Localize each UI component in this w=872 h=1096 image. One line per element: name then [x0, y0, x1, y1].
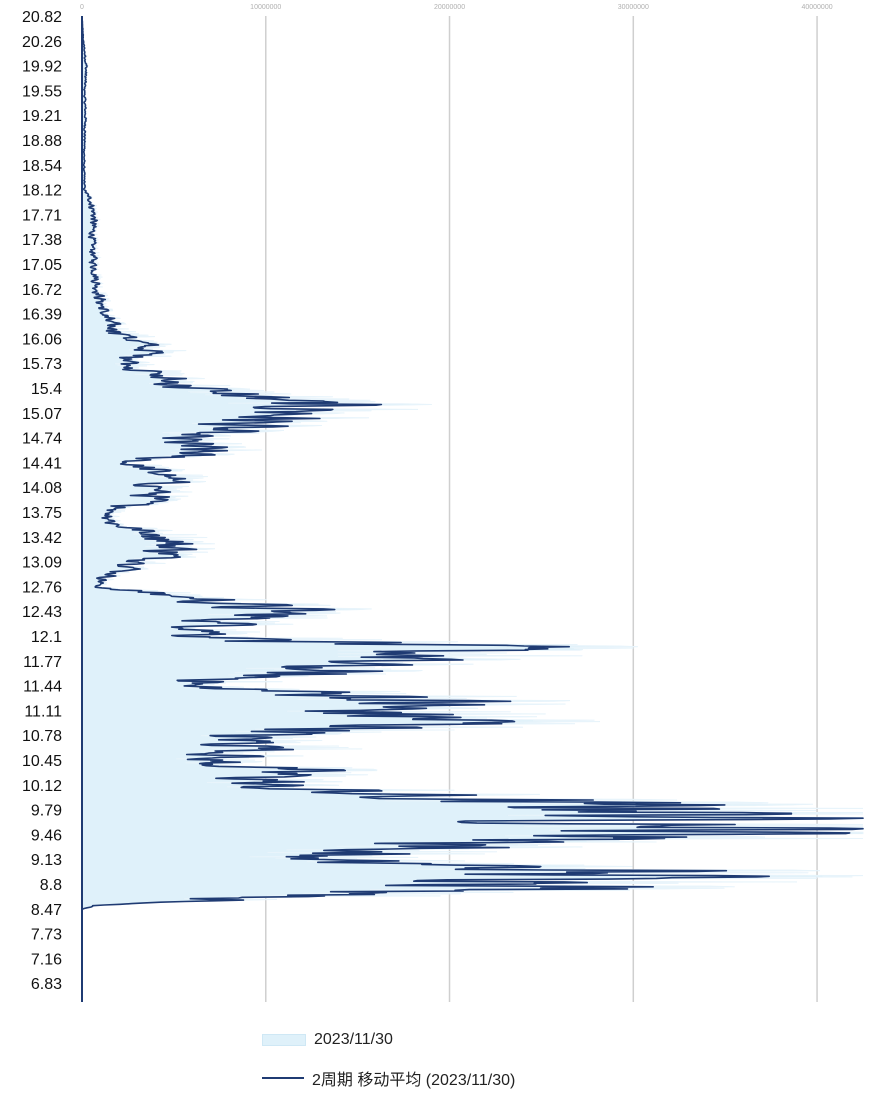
- y-tick-label: 8.47: [31, 902, 62, 919]
- moving-average-line: [81, 15, 864, 1002]
- legend-area-label: 2023/11/30: [314, 1031, 393, 1048]
- x-tick-label: 20000000: [434, 4, 465, 11]
- y-tick-label: 6.83: [31, 976, 62, 993]
- y-tick-label: 7.73: [31, 927, 62, 944]
- y-tick-label: 16.06: [22, 331, 62, 348]
- y-tick-label: 13.75: [22, 505, 62, 522]
- y-tick-label: 14.41: [22, 455, 62, 472]
- y-tick-labels: 20.82 20.26 19.92 19.55 19.21 18.88 18.54 18.12…: [22, 9, 62, 993]
- y-tick-label: 20.82: [22, 9, 62, 26]
- y-tick-label: 11.77: [23, 654, 62, 671]
- y-tick-label: 14.74: [22, 431, 62, 448]
- y-tick-label: 10.78: [22, 728, 62, 745]
- x-tick-label: 0: [80, 4, 84, 11]
- x-tick-label: 10000000: [250, 4, 281, 11]
- y-tick-label: 18.12: [22, 183, 62, 200]
- y-tick-label: 12.1: [31, 629, 62, 646]
- y-tick-label: 11.44: [23, 679, 62, 696]
- y-tick-label: 9.46: [31, 827, 62, 844]
- y-tick-label: 10.45: [22, 753, 62, 770]
- y-tick-label: 15.07: [22, 406, 62, 423]
- y-tick-label: 17.38: [22, 232, 62, 249]
- legend-line-swatch: [262, 1077, 304, 1079]
- y-tick-label: 9.13: [31, 852, 62, 869]
- y-tick-label: 20.26: [22, 34, 62, 51]
- y-tick-label: 18.88: [22, 133, 62, 150]
- y-tick-label: 13.09: [22, 555, 62, 572]
- y-tick-label: 19.92: [22, 59, 62, 76]
- legend-item-area: 2023/11/30: [262, 1031, 393, 1049]
- legend-line-label: 2周期 移动平均 (2023/11/30): [312, 1072, 516, 1089]
- legend-item-line: 2周期 移动平均 (2023/11/30): [262, 1066, 515, 1090]
- y-tick-label: 12.76: [22, 579, 62, 596]
- y-tick-label: 9.79: [31, 803, 62, 820]
- y-tick-label: 13.42: [22, 530, 62, 547]
- legend-area-swatch: [262, 1034, 306, 1046]
- x-tick-label: 40000000: [801, 4, 832, 11]
- y-tick-label: 15.73: [22, 356, 62, 373]
- y-tick-label: 17.05: [22, 257, 62, 274]
- y-tick-label: 11.11: [24, 703, 62, 720]
- y-tick-label: 18.54: [22, 158, 62, 175]
- y-tick-label: 16.39: [22, 307, 62, 324]
- y-tick-label: 19.55: [22, 83, 62, 100]
- y-tick-label: 19.21: [22, 108, 62, 125]
- y-tick-label: 7.16: [31, 951, 62, 968]
- y-tick-label: 10.12: [22, 778, 62, 795]
- y-tick-label: 8.8: [40, 877, 62, 894]
- y-tick-label: 17.71: [22, 207, 62, 224]
- y-tick-label: 15.4: [31, 381, 62, 398]
- x-tick-label: 30000000: [618, 4, 649, 11]
- y-tick-label: 12.43: [22, 604, 62, 621]
- y-tick-label: 14.08: [22, 480, 62, 497]
- x-tick-labels: 0 10000000 20000000 30000000 40000000: [80, 4, 833, 11]
- y-tick-label: 16.72: [22, 282, 62, 299]
